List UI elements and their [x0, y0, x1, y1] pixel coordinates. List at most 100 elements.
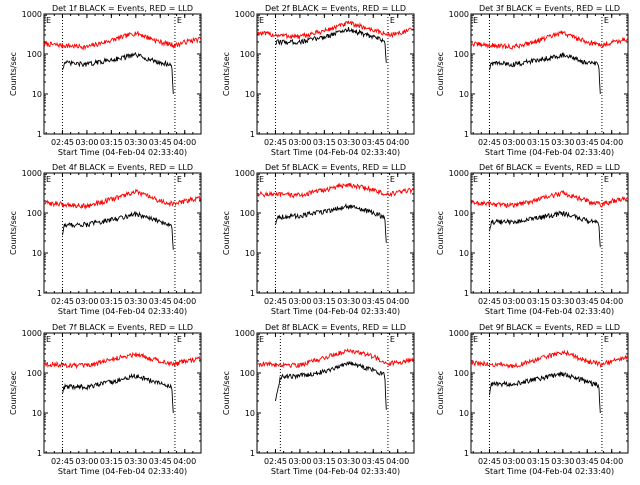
panel-title: Det 3f BLACK = Events, RED = LLD	[479, 4, 620, 13]
panel-det-6: Det 6f BLACK = Events, RED = LLD 1 10 100 10…	[436, 163, 629, 316]
y-axis-label: Counts/sec	[222, 211, 231, 255]
x-tick-label: 03:15	[313, 297, 336, 306]
x-tick-label: 03:45	[149, 297, 172, 306]
x-axis-label: Start Time (04-Feb-04 02:33:40)	[271, 148, 400, 157]
y-axis-label: Counts/sec	[222, 52, 231, 96]
x-tick-label: 03:00	[502, 138, 525, 147]
x-tick-label: 04:00	[386, 457, 409, 466]
panel-title: Det 2f BLACK = Events, RED = LLD	[265, 4, 406, 13]
panel-title: Det 7f BLACK = Events, RED = LLD	[52, 323, 193, 332]
y-tick-label: 100	[240, 50, 255, 59]
y-axis-label: Counts/sec	[9, 52, 18, 96]
x-tick-label: 04:00	[173, 297, 196, 306]
series-lld-line	[470, 29, 628, 50]
plot-frame	[256, 13, 415, 135]
corner-label: E	[46, 335, 51, 344]
x-tick-label: 03:30	[551, 457, 574, 466]
time-marker-label: E	[177, 16, 182, 25]
series-lld-line	[256, 20, 414, 40]
y-tick-label: 10	[459, 409, 469, 418]
x-axis-label: Start Time (04-Feb-04 02:33:40)	[58, 307, 187, 316]
y-tick-label: 10	[245, 249, 255, 258]
panel-det-9: Det 9f BLACK = Events, RED = LLD 1 10 100 10…	[436, 323, 629, 476]
y-tick-label: 100	[240, 209, 255, 218]
x-tick-label: 03:45	[362, 457, 385, 466]
y-tick-label: 100	[27, 369, 42, 378]
y-tick-label: 10	[32, 249, 42, 258]
x-tick-label: 02:45	[478, 297, 501, 306]
x-tick-label: 03:00	[502, 457, 525, 466]
y-tick-label: 100	[27, 209, 42, 218]
x-tick-label: 02:45	[264, 138, 287, 147]
y-axis-label: Counts/sec	[436, 52, 445, 96]
corner-label: E	[473, 335, 478, 344]
series-events-line	[62, 210, 174, 250]
x-tick-label: 02:45	[478, 457, 501, 466]
time-marker-label: E	[604, 335, 609, 344]
x-tick-label: 04:00	[600, 297, 623, 306]
series-lld-line	[43, 31, 201, 51]
x-axis-label: Start Time (04-Feb-04 02:33:40)	[58, 467, 187, 476]
x-tick-label: 03:00	[288, 297, 311, 306]
x-tick-label: 04:00	[386, 138, 409, 147]
y-tick-label: 1000	[235, 329, 255, 338]
x-tick-label: 03:45	[149, 138, 172, 147]
y-tick-label: 1000	[449, 10, 469, 19]
y-tick-label: 1000	[449, 169, 469, 178]
y-tick-label: 100	[454, 50, 469, 59]
y-tick-label: 1	[250, 449, 255, 458]
panel-det-3: Det 3f BLACK = Events, RED = LLD 1 10 100 10…	[436, 4, 629, 157]
x-tick-label: 03:15	[527, 297, 550, 306]
y-axis-label: Counts/sec	[436, 211, 445, 255]
x-tick-label: 03:00	[502, 297, 525, 306]
series-events-line	[489, 210, 601, 248]
y-axis-label: Counts/sec	[222, 371, 231, 415]
x-tick-label: 03:45	[576, 457, 599, 466]
series-events-line	[489, 371, 601, 414]
x-tick-label: 03:00	[75, 457, 98, 466]
series-lld-line	[43, 351, 201, 370]
y-tick-label: 100	[454, 209, 469, 218]
y-tick-label: 10	[32, 409, 42, 418]
time-marker-label: E	[604, 175, 609, 184]
x-tick-label: 03:00	[75, 297, 98, 306]
x-tick-label: 02:45	[51, 457, 74, 466]
y-tick-label: 10	[245, 409, 255, 418]
series-events-line	[489, 51, 601, 95]
y-tick-label: 100	[454, 369, 469, 378]
corner-label: E	[473, 175, 478, 184]
x-tick-label: 03:15	[527, 138, 550, 147]
x-tick-label: 03:30	[124, 457, 147, 466]
x-tick-label: 03:00	[75, 138, 98, 147]
y-tick-label: 1	[250, 289, 255, 298]
y-tick-label: 1000	[22, 329, 42, 338]
y-axis-label: Counts/sec	[9, 211, 18, 255]
plot-frame	[470, 332, 629, 454]
plot-frame	[470, 172, 629, 294]
x-tick-label: 03:45	[576, 138, 599, 147]
corner-label: E	[259, 16, 264, 25]
x-tick-label: 03:30	[124, 297, 147, 306]
x-tick-label: 03:00	[288, 138, 311, 147]
panel-det-1: Det 1f BLACK = Events, RED = LLD 1 10 100 10…	[9, 4, 202, 157]
time-marker-label: E	[390, 175, 395, 184]
time-marker-label: E	[177, 335, 182, 344]
time-marker-label: E	[604, 16, 609, 25]
time-marker-label: E	[177, 175, 182, 184]
y-tick-label: 1000	[22, 10, 42, 19]
y-tick-label: 1000	[235, 169, 255, 178]
x-tick-label: 04:00	[173, 138, 196, 147]
y-tick-label: 1	[250, 130, 255, 139]
x-tick-label: 02:45	[264, 457, 287, 466]
x-tick-label: 03:15	[313, 457, 336, 466]
panel-title: Det 1f BLACK = Events, RED = LLD	[52, 4, 193, 13]
y-tick-label: 1	[464, 289, 469, 298]
time-marker-label: E	[390, 16, 395, 25]
y-tick-label: 10	[32, 90, 42, 99]
panel-det-7: Det 7f BLACK = Events, RED = LLD 1 10 100 10…	[9, 323, 202, 476]
plot-frame	[256, 332, 415, 454]
x-tick-label: 04:00	[173, 457, 196, 466]
x-tick-label: 02:45	[478, 138, 501, 147]
